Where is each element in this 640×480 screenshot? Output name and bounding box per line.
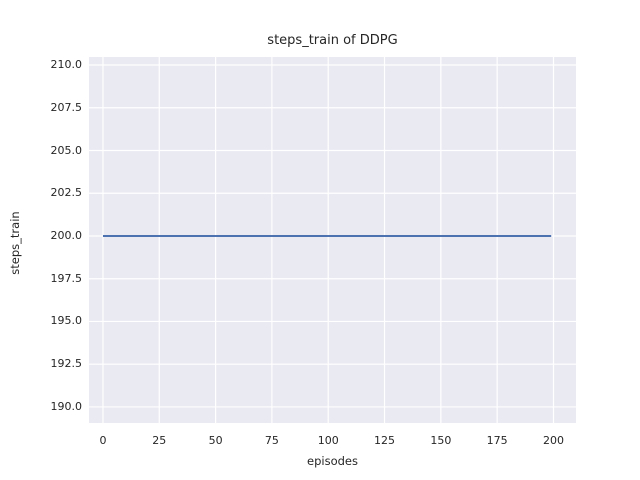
x-tick-label: 175 <box>486 434 508 447</box>
y-tick-label: 210.0 <box>50 58 83 72</box>
y-tick-label: 202.5 <box>50 186 83 200</box>
plot-area <box>89 57 576 423</box>
chart-title: steps_train of DDPG <box>267 33 398 48</box>
y-tick-label: 207.5 <box>50 100 83 114</box>
x-tick-label: 200 <box>542 434 564 447</box>
y-tick-label: 200.0 <box>50 228 83 242</box>
x-tick-label: 75 <box>264 434 279 447</box>
y-tick-label: 197.5 <box>50 271 83 285</box>
y-tick-label: 192.5 <box>50 357 83 371</box>
x-axis-label: episodes <box>307 454 358 468</box>
x-tick-label: 150 <box>430 434 452 447</box>
x-tick-label: 100 <box>317 434 339 447</box>
y-tick-label: 205.0 <box>50 143 83 157</box>
y-tick-label: 195.0 <box>50 314 83 328</box>
y-tick-label: 190.0 <box>50 399 83 413</box>
plot-canvas <box>89 57 576 423</box>
x-tick-label: 0 <box>99 434 107 447</box>
x-tick-label: 125 <box>374 434 396 447</box>
x-tick-label: 25 <box>152 434 167 447</box>
y-axis-label: steps_train <box>8 211 22 275</box>
x-tick-label: 50 <box>208 434 223 447</box>
